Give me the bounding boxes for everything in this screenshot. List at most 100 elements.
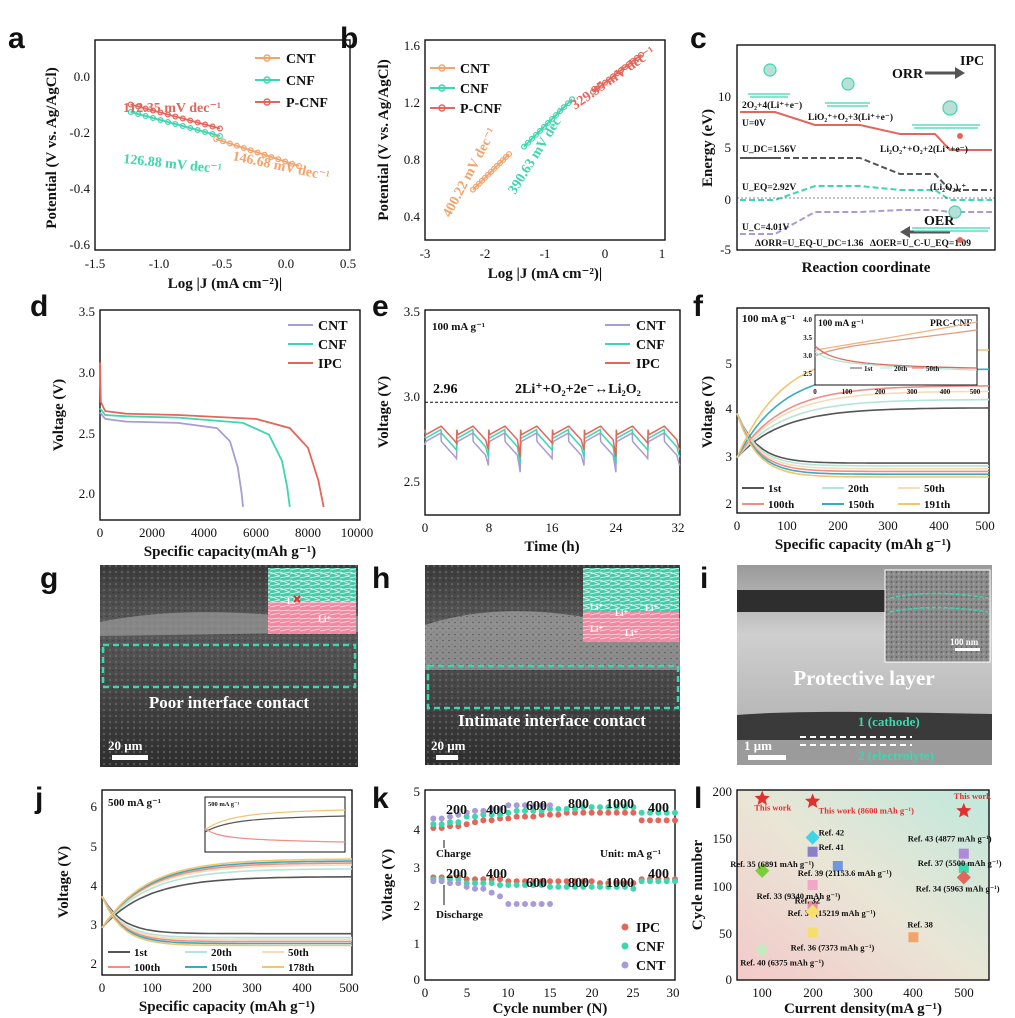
- data-point-cnt: [500, 157, 507, 164]
- xtick: 8: [486, 520, 493, 535]
- caption-g: Poor interface contact: [149, 693, 310, 712]
- legend-label: 1st: [768, 483, 782, 495]
- charge-point-cnt: [480, 807, 487, 814]
- inset-xtick: 400: [940, 388, 951, 396]
- charge-point-ipc: [672, 817, 678, 824]
- legend-label: 150th: [211, 962, 237, 974]
- charge-point-cnt: [472, 807, 478, 814]
- point-label: This work: [954, 791, 991, 801]
- charge-point-ipc: [505, 815, 512, 822]
- charge-point-ipc: [597, 809, 603, 816]
- discharge-curve-191th: [736, 413, 989, 478]
- discharge-point-cnt: [513, 901, 520, 907]
- panel-label-i: i: [700, 562, 708, 595]
- y-axis-label-e: Voltage (V): [376, 376, 392, 448]
- charge-curve-20th: [101, 868, 352, 929]
- data-marker: [958, 862, 969, 873]
- panel-e: e 0 8 16 24 32 3.5 3.0 2.5 Time (h) Volt…: [372, 290, 685, 555]
- o-atom: [957, 133, 963, 139]
- panel-label-a: a: [8, 22, 25, 55]
- xtick: 15: [544, 985, 557, 1000]
- charge-curve-178th: [101, 858, 353, 929]
- discharge-point-cnf: [588, 883, 595, 890]
- data-point-cnf: [548, 116, 555, 123]
- data-marker: [832, 861, 843, 871]
- ticks-c: 10 5 0 -5: [718, 89, 731, 257]
- discharge-point-cnf: [647, 878, 653, 885]
- charge-point-ipc: [547, 811, 553, 818]
- legend-label: 50th: [924, 483, 945, 495]
- charge-point-ipc: [472, 819, 478, 826]
- inset-ytick: 4.0: [803, 316, 812, 324]
- discharge-point-cnt: [497, 893, 503, 900]
- molecule-4: [948, 205, 962, 219]
- state-4: (Li₂O₂)₂⁺: [930, 182, 966, 193]
- slope-annotation-cnf: 390.63 mV dec⁻¹: [506, 105, 571, 197]
- discharge-point-cnt: [463, 883, 470, 890]
- legend-a: CNT CNF P-CNF: [255, 52, 328, 111]
- ytick: 3.0: [404, 389, 420, 404]
- panel-label-g: g: [40, 562, 58, 595]
- discharge-point-cnf: [538, 882, 545, 888]
- xtick: 500: [954, 985, 974, 1000]
- panel-d: d 0 2000 4000 6000 8000 10000 3.5 3.0 2.…: [30, 290, 373, 560]
- xtick: 6000: [243, 525, 269, 540]
- axes-f: [736, 307, 990, 514]
- axes-l: [736, 789, 990, 981]
- discharge-point-cnf: [613, 883, 620, 890]
- charge-point-cnf: [638, 809, 645, 816]
- rate-label-e: 100 mA g⁻¹: [432, 321, 485, 333]
- molecule-2: [841, 77, 855, 91]
- state-1: 2O₂+4(Li⁺+e⁻): [742, 100, 802, 111]
- discharge-point-cnf: [488, 880, 495, 887]
- axes-c: [736, 44, 996, 251]
- plot-area-e: [424, 401, 681, 473]
- xtick: 4000: [191, 525, 217, 540]
- rate-top: 800: [568, 797, 589, 812]
- panel-f: f 0 100 200 300 400 500 5 4 3 2 Specific…: [693, 290, 995, 553]
- discharge-point-cnf: [513, 882, 520, 888]
- ytick: -0.6: [69, 237, 90, 252]
- inset-curve: [814, 321, 978, 351]
- data-point-p-cnf: [601, 79, 608, 86]
- legend-label-cnf: CNF: [318, 338, 347, 353]
- data-point-cnf: [528, 135, 535, 142]
- potential-u0: U=0V: [742, 119, 766, 129]
- xtick: 0.0: [278, 256, 294, 271]
- sem-cathode-layer: [737, 711, 992, 740]
- discharge-point-ipc: [588, 878, 595, 885]
- point-label: Ref. 30 (15219 mAh g⁻¹): [788, 908, 876, 918]
- data-marker: [805, 904, 820, 919]
- xtick: -1.0: [149, 256, 170, 271]
- charge-point-ipc: [588, 809, 595, 816]
- legend-label-pcnf: P-CNF: [286, 96, 328, 111]
- discharge-point-ipc: [497, 876, 503, 883]
- charge-point-cnf: [447, 819, 453, 826]
- charge-point-cnf: [605, 804, 612, 811]
- li-ion-label: Li⁺: [625, 628, 639, 638]
- discharge-curve-1st: [736, 412, 989, 464]
- panel-j: j 0 100 200 300 400 500 6 5 4 3 2 Specif…: [34, 782, 359, 1015]
- ytick: 6: [91, 799, 98, 814]
- discharge-point-cnt: [438, 878, 445, 885]
- panel-b: b -3 -2 -1 0 1 1.6 1.2 0.8 0.4 Log |J (m…: [340, 22, 666, 282]
- structure-2: [825, 102, 870, 107]
- series-line-ipc: [424, 425, 681, 458]
- state-3: Li₂O₂⁺+O₂+2(Li⁺+e⁻): [880, 144, 968, 155]
- series-line-cnf: [130, 111, 221, 137]
- discharge-point-cnf: [505, 882, 512, 888]
- data-point-p-cnf: [605, 76, 612, 83]
- data-point-p-cnf: [637, 51, 644, 58]
- data-point-p-cnf: [633, 54, 640, 61]
- xtick: -1.5: [85, 256, 106, 271]
- inset-j: 500 mA g⁻¹: [204, 796, 346, 853]
- oer-label: OER: [924, 214, 955, 229]
- xtick: 10: [502, 985, 515, 1000]
- ytick: 0.8: [404, 152, 420, 167]
- ytick: 0: [726, 972, 733, 987]
- rate-label-j: 500 mA g⁻¹: [108, 797, 161, 809]
- ytick: 3: [414, 860, 421, 875]
- legend-label: 1st: [134, 947, 148, 959]
- rate-labels-k: 200 400 600 800 1000 400 200 400 600 800…: [446, 797, 669, 891]
- ytick: 4: [91, 878, 98, 893]
